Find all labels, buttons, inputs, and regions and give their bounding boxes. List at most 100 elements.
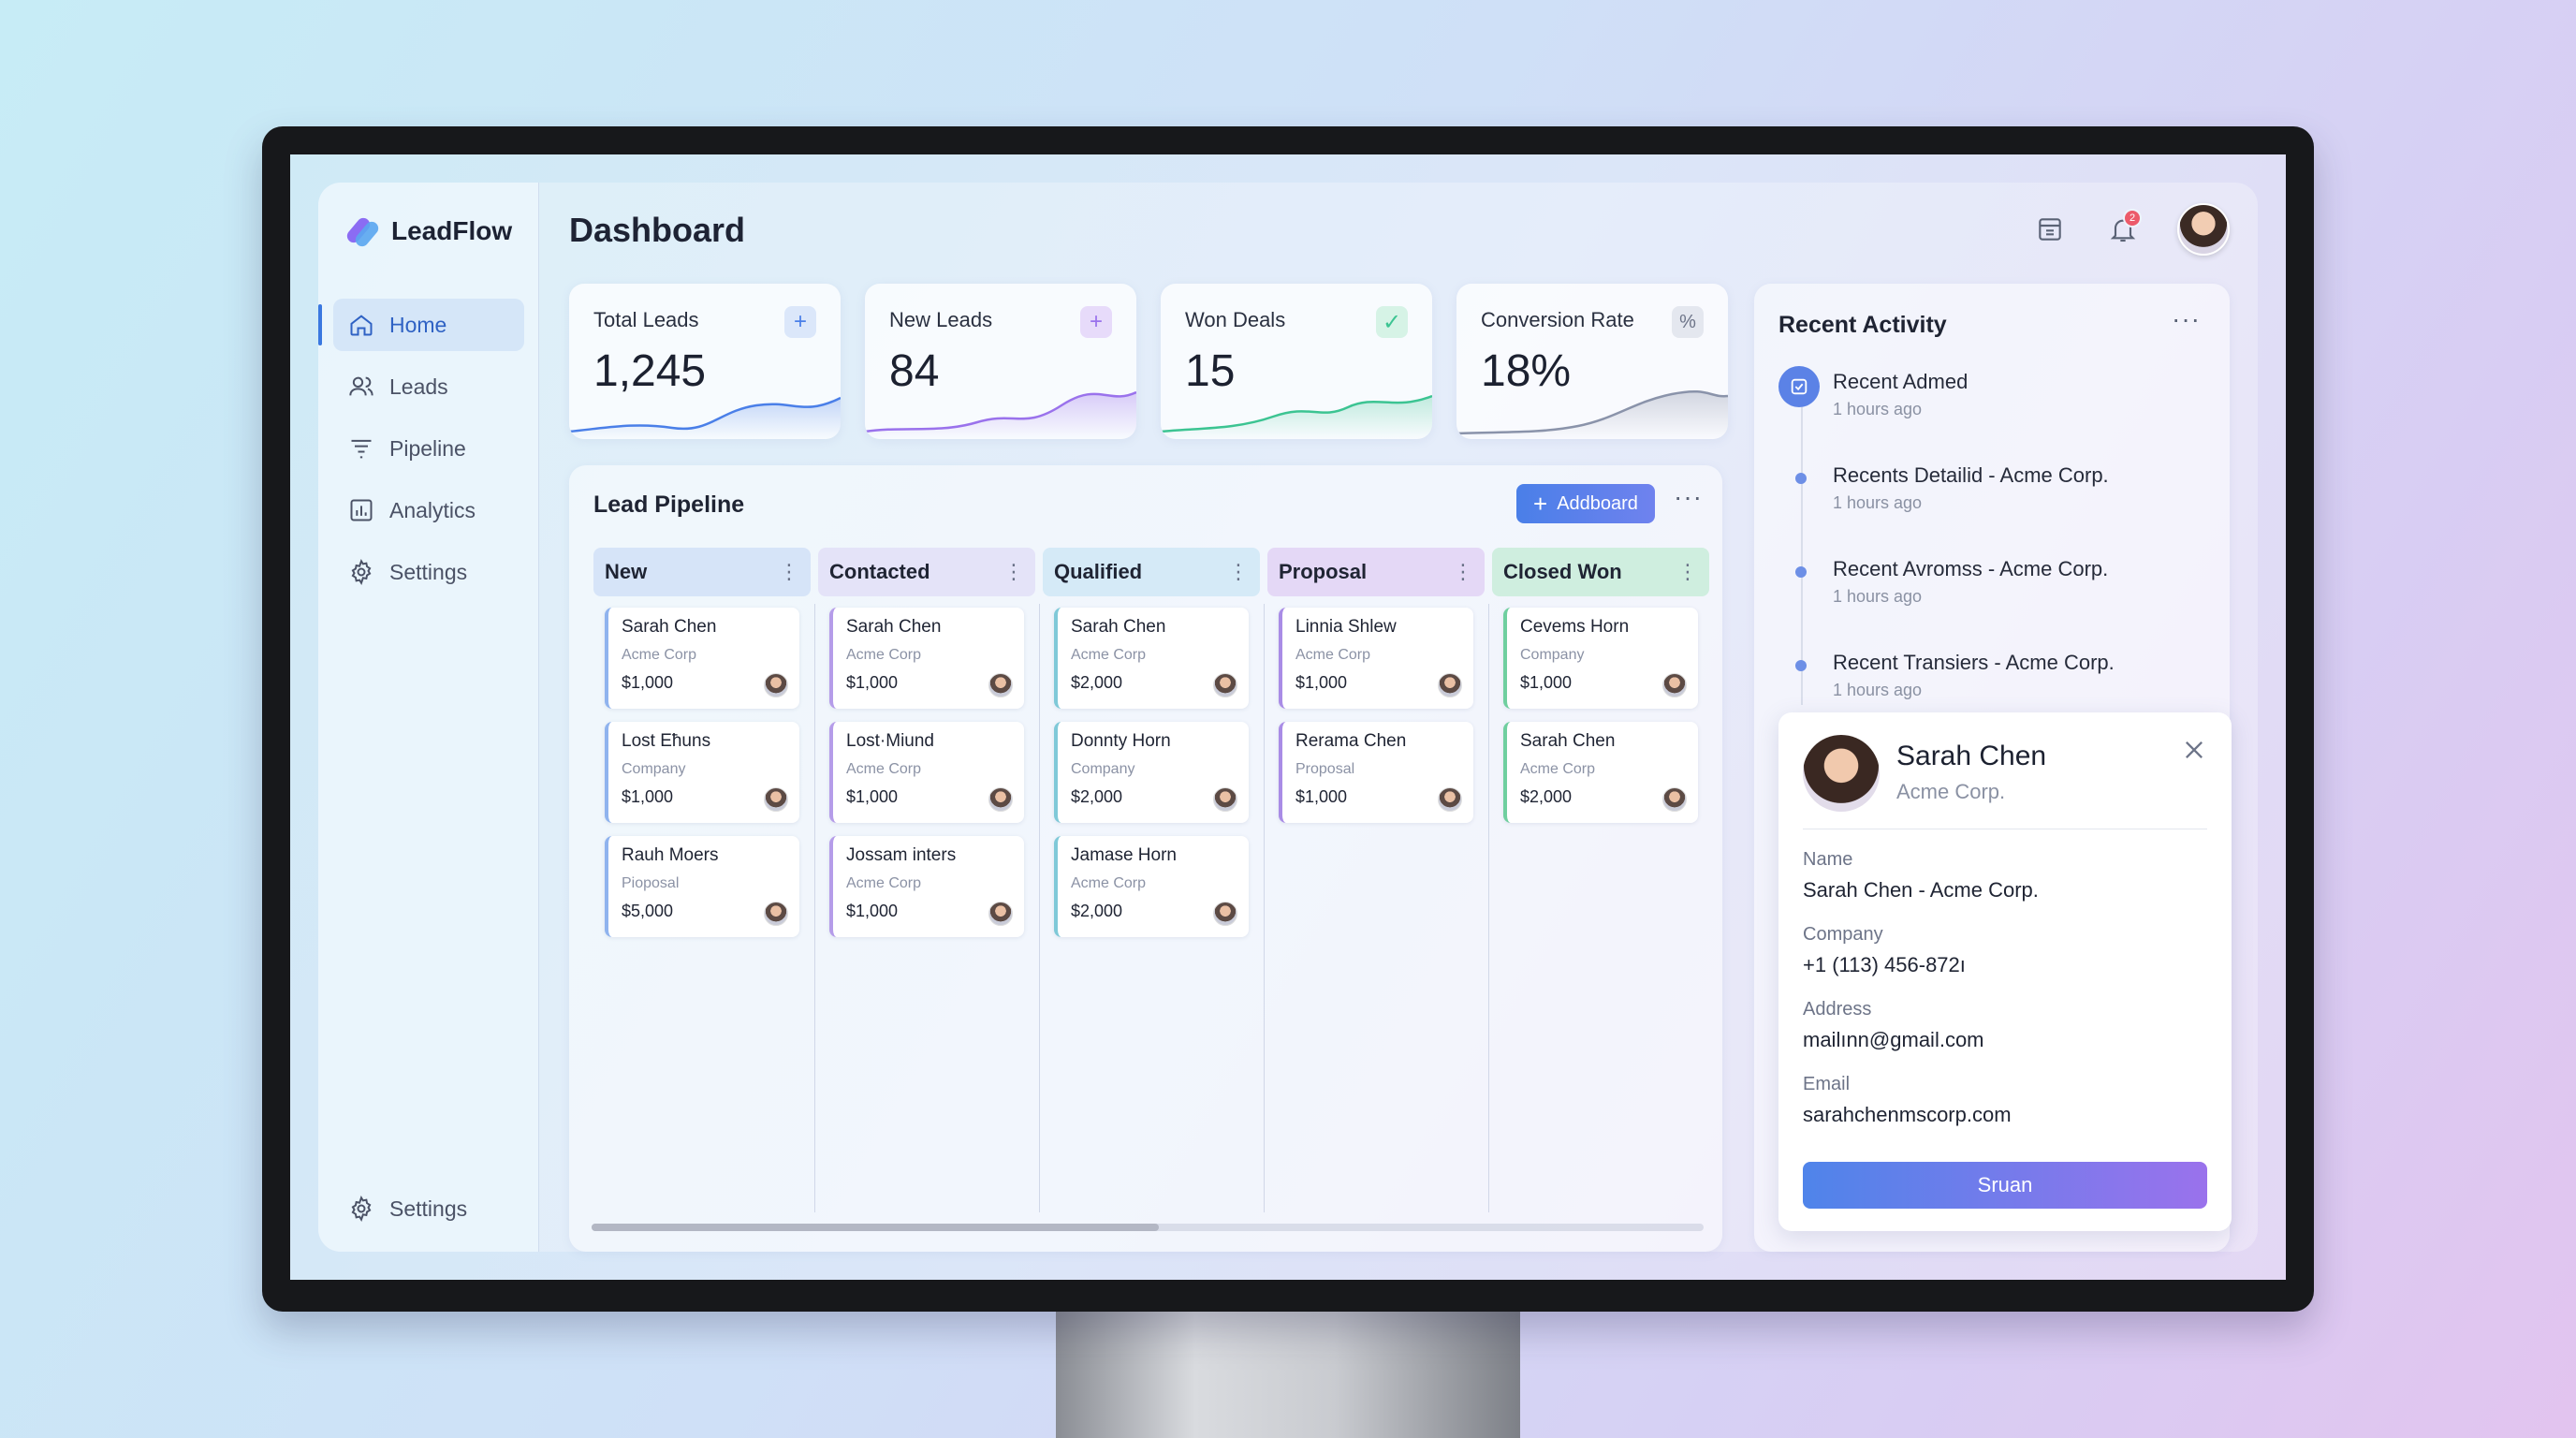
stat-card-conversion-rate[interactable]: Conversion Rate 18% % (1456, 284, 1728, 439)
lead-amount: $2,000 (1520, 787, 1573, 806)
lead-card[interactable]: Sarah Chen Acme Corp $1,000 (605, 608, 799, 709)
sidebar-item-label: Pipeline (389, 435, 466, 461)
lead-card[interactable]: Sarah Chen Acme Corp $1,000 (829, 608, 1024, 709)
lead-amount: $1,000 (846, 787, 899, 806)
lead-card[interactable]: Sarah Chen Acme Corp $2,000 (1503, 722, 1698, 823)
lead-card[interactable]: Rauh Moers Pioposal $5,000 (605, 836, 799, 937)
home-icon (350, 315, 373, 336)
lead-avatar (1213, 673, 1237, 697)
app-name: LeadFlow (391, 216, 513, 245)
stat-card-new-leads[interactable]: New Leads 84 + (865, 284, 1136, 439)
lead-card[interactable]: Linnia Shlew Acme Corp $1,000 (1279, 608, 1473, 709)
sidebar-item-label: Leads (389, 374, 448, 399)
activity-more-icon[interactable]: ··· (2172, 304, 2201, 333)
activity-title: Recent Activity (1778, 312, 1947, 338)
users-icon (349, 376, 373, 396)
gear-icon (351, 1196, 372, 1222)
column-cards: Sarah Chen Acme Corp $1,000 Lost Eħuns Compa… (593, 596, 811, 937)
sidebar-item-analytics[interactable]: Analytics (333, 484, 524, 536)
lead-avatar (1213, 902, 1237, 926)
field-email: Email sarahchenmscorp.com (1803, 1074, 2215, 1127)
column-menu-icon[interactable]: ⋮ (1677, 560, 1698, 583)
stat-card-total-leads[interactable]: Total Leads 1,245 + (569, 284, 841, 439)
sidebar-bottom: Settings (333, 1182, 524, 1235)
column-menu-icon[interactable]: ⋮ (1453, 560, 1473, 583)
stat-value: 84 (889, 346, 940, 396)
notifications-button[interactable]: 2 (2104, 209, 2142, 248)
sidebar-item-leads[interactable]: Leads (333, 360, 524, 413)
lead-card[interactable]: Donnty Horn Company $2,000 (1054, 722, 1249, 823)
column-header[interactable]: New ⋮ (593, 548, 811, 596)
lead-name: Linnia Shlew (1295, 617, 1397, 637)
lead-card[interactable]: Rerama Chen Proposal $1,000 (1279, 722, 1473, 823)
activity-item[interactable]: Recent Admed 1 hours ago (1778, 366, 2209, 426)
lead-avatar (764, 787, 788, 812)
column-header[interactable]: Qualified ⋮ (1043, 548, 1260, 596)
lead-company: Acme Corp (846, 761, 922, 777)
column-menu-icon[interactable]: ⋮ (779, 560, 799, 583)
column-title: New (605, 560, 648, 583)
stat-card-won-deals[interactable]: Won Deals 15 ✓ (1161, 284, 1432, 439)
lead-card[interactable]: Sarah Chen Acme Corp $2,000 (1054, 608, 1249, 709)
sparkline-total-leads (569, 396, 841, 439)
pipeline-column: Contacted ⋮ Sarah Chen Acme Corp $1,000 Lost·… (818, 548, 1040, 1212)
column-menu-icon[interactable]: ⋮ (1003, 560, 1024, 583)
lead-amount: $2,000 (1071, 673, 1123, 692)
sidebar-item-settings[interactable]: Settings (333, 546, 524, 598)
lead-name: Sarah Chen (1071, 617, 1166, 637)
sidebar-item-label: Analytics (389, 497, 476, 522)
sidebar-item-pipeline[interactable]: Pipeline (333, 422, 524, 475)
lead-avatar (1213, 787, 1237, 812)
lead-amount: $1,000 (846, 902, 899, 920)
user-avatar[interactable] (2177, 203, 2230, 256)
logo[interactable]: LeadFlow (344, 214, 513, 249)
archive-button[interactable] (2031, 211, 2069, 248)
lead-amount: $1,000 (846, 673, 899, 692)
field-label: Company (1803, 924, 1883, 945)
chart-icon (350, 499, 373, 521)
lead-company: Acme Corp (1295, 647, 1371, 663)
activity-time: 1 hours ago (1833, 681, 1923, 699)
column-menu-icon[interactable]: ⋮ (1228, 560, 1249, 583)
sruan-button[interactable]: Sruan (1803, 1162, 2207, 1209)
lead-avatar (988, 673, 1013, 697)
activity-item[interactable]: Recent Transiers - Acme Corp. 1 hours ag… (1778, 651, 2209, 707)
sidebar-item-settings-bottom[interactable]: Settings (333, 1182, 524, 1235)
lead-card[interactable]: Jamase Horn Acme Corp $2,000 (1054, 836, 1249, 937)
activity-item[interactable]: Recents Detailid - Acme Corp. 1 hours ag… (1778, 463, 2209, 520)
column-header[interactable]: Closed Won ⋮ (1492, 548, 1709, 596)
column-header[interactable]: Contacted ⋮ (818, 548, 1035, 596)
lead-company: Acme Corp (1071, 647, 1147, 663)
activity-item[interactable]: Recent Avromss - Acme Corp. 1 hours ago (1778, 557, 2209, 613)
lead-card[interactable]: Jossam inters Acme Corp $1,000 (829, 836, 1024, 937)
pipeline-scrollbar[interactable] (592, 1224, 1704, 1231)
lead-card[interactable]: Cevems Horn Company $1,000 (1503, 608, 1698, 709)
close-icon[interactable] (2181, 737, 2207, 763)
field-value: Sarah Chen - Acme Corp. (1803, 878, 2039, 902)
lead-card[interactable]: Lost Eħuns Company $1,000 (605, 722, 799, 823)
column-divider (1488, 604, 1489, 1212)
field-value: sarahchenmscorp.com (1803, 1103, 2012, 1126)
lead-name: Cevems Horn (1520, 617, 1630, 637)
column-header[interactable]: Proposal ⋮ (1267, 548, 1485, 596)
scrollbar-thumb[interactable] (592, 1224, 1159, 1231)
lead-company: Acme Corp (846, 875, 922, 891)
lead-card[interactable]: Lost·Miund Acme Corp $1,000 (829, 722, 1024, 823)
stat-value: 15 (1185, 346, 1236, 396)
lead-amount: $2,000 (1071, 787, 1123, 806)
lead-company: Proposal (1295, 761, 1355, 777)
timeline-dot (1795, 473, 1807, 484)
lead-company: Acme Corp (846, 647, 922, 663)
stat-label: Won Deals (1185, 308, 1286, 331)
lead-avatar (988, 787, 1013, 812)
plus-icon: + (1080, 306, 1112, 338)
contact-company: Acme Corp. (1896, 780, 2006, 803)
sidebar-item-home[interactable]: Home (318, 299, 524, 351)
addboard-button[interactable]: + Addboard (1516, 484, 1655, 523)
pipeline-more-icon[interactable]: ··· (1674, 482, 1703, 511)
contact-name: Sarah Chen (1896, 741, 2047, 771)
plus-icon: + (784, 306, 816, 338)
timeline-line (1801, 396, 1803, 705)
stat-label: New Leads (889, 308, 993, 331)
column-title: Contacted (829, 560, 930, 583)
